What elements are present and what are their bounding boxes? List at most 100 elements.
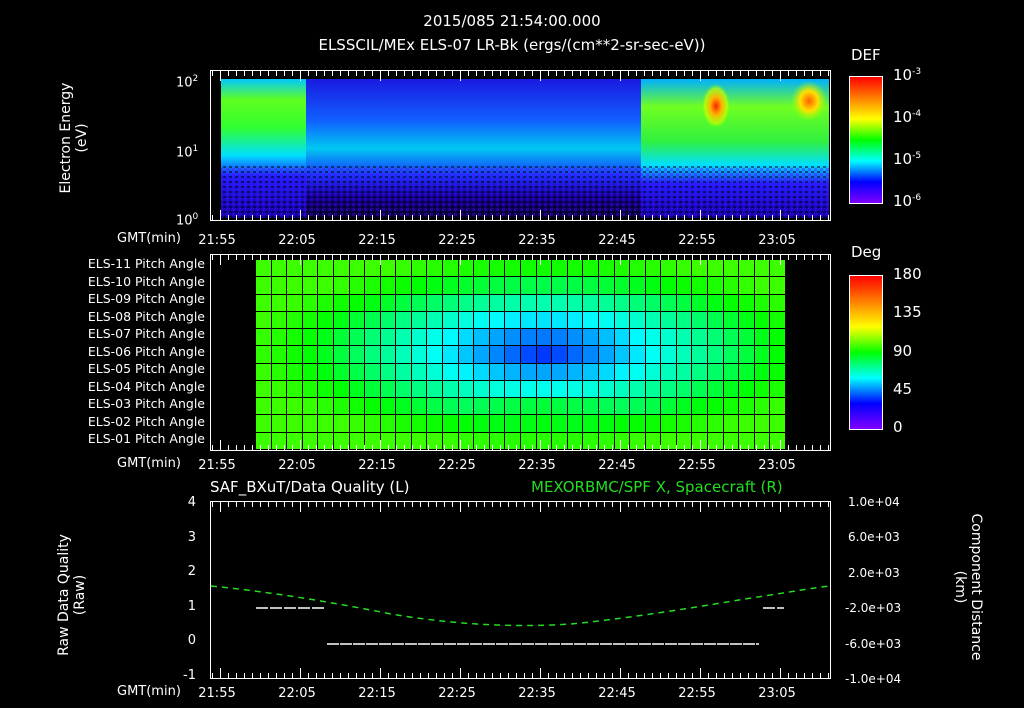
pitch-angle-cell	[582, 362, 599, 381]
time-tick-mark	[644, 673, 645, 678]
time-tick-mark	[452, 215, 453, 220]
pitch-angle-cell	[286, 345, 303, 364]
time-tick-mark	[780, 255, 781, 265]
pitch-angle-cell	[691, 397, 709, 416]
pitch-angle-cell	[255, 431, 272, 450]
time-tick-mark	[748, 255, 749, 260]
time-tick-mark	[548, 215, 549, 220]
time-tick-mark	[396, 673, 397, 678]
pitch-angle-grid	[255, 259, 786, 450]
pitch-angle-cell	[535, 293, 553, 312]
time-tick-mark	[756, 71, 757, 76]
time-tick-mark	[588, 255, 589, 260]
time-tick-mark	[516, 71, 517, 76]
time-tick-mark	[644, 71, 645, 76]
time-tick-mark	[668, 445, 669, 450]
pitch-angle-cell	[613, 397, 631, 416]
pitch-angle-cell	[504, 293, 521, 312]
pitch-angle-cell	[442, 345, 459, 364]
pitch-angle-cell	[473, 328, 490, 347]
time-tick-mark	[556, 445, 557, 450]
time-tick-mark	[252, 502, 253, 507]
pitch-angle-cell	[379, 259, 397, 278]
pitch-angle-cell	[426, 379, 444, 399]
pitch-angle-cell	[504, 362, 521, 381]
time-tick-mark	[300, 440, 301, 450]
pitch-angle-cell	[769, 345, 786, 364]
time-tick-mark	[484, 255, 485, 260]
time-tick-mark	[580, 215, 581, 220]
time-tick-mark	[380, 502, 381, 512]
pitch-angle-cell	[597, 379, 615, 399]
pitch-angle-cell	[660, 276, 677, 295]
time-tick-mark	[532, 502, 533, 507]
data-quality-axis-label: Raw Data Quality (Raw)	[56, 534, 89, 656]
pitch-angle-cell	[504, 276, 521, 295]
pitch-angle-cell	[364, 379, 381, 399]
time-tick-mark	[508, 255, 509, 260]
time-tick-label: 23:05	[758, 458, 796, 473]
time-tick-mark	[516, 502, 517, 507]
pitch-angle-cell	[364, 362, 381, 381]
time-tick-mark	[796, 502, 797, 507]
pitch-angle-cell	[535, 328, 553, 347]
pitch-angle-cell	[582, 328, 599, 347]
time-tick-mark	[420, 71, 421, 76]
time-tick-mark	[356, 673, 357, 678]
time-tick-mark	[636, 71, 637, 76]
pitch-angle-cell	[520, 259, 537, 278]
distance-ytick-label: 1.0e+04	[848, 495, 900, 509]
time-tick-mark	[804, 255, 805, 260]
time-tick-mark	[332, 673, 333, 678]
deg-tick-0: 0	[893, 418, 903, 436]
pitch-angle-cell	[410, 328, 428, 347]
pitch-angle-cell	[301, 259, 319, 278]
pitch-angle-cell	[722, 431, 740, 450]
pitch-angle-cell	[753, 293, 771, 312]
time-tick-mark	[516, 673, 517, 678]
pitch-angle-cell	[410, 414, 428, 433]
time-tick-mark	[732, 215, 733, 220]
time-tick-mark	[284, 255, 285, 260]
def-tick-1e-5: 10-5	[893, 150, 922, 168]
pitch-angle-cell	[738, 362, 755, 381]
pitch-angle-cell	[332, 414, 350, 433]
time-tick-mark	[380, 210, 381, 220]
pitch-angle-cell	[457, 379, 475, 399]
time-tick-mark	[652, 502, 653, 507]
time-tick-mark	[812, 255, 813, 260]
pitch-angle-cell	[675, 379, 693, 399]
deg-tick-180: 180	[893, 265, 922, 283]
time-tick-mark	[324, 215, 325, 220]
pitch-angle-cell	[504, 310, 521, 330]
time-tick-mark	[276, 445, 277, 450]
time-tick-mark	[564, 255, 565, 260]
time-tick-mark	[780, 668, 781, 678]
pitch-angle-cell	[613, 328, 631, 347]
time-tick-mark	[316, 445, 317, 450]
time-tick-mark	[652, 215, 653, 220]
pitch-angle-cell	[551, 276, 568, 295]
time-tick-mark	[660, 255, 661, 260]
time-tick-mark	[820, 502, 821, 507]
time-tick-mark	[804, 502, 805, 507]
pitch-angle-cell	[535, 379, 553, 399]
time-tick-mark	[724, 673, 725, 678]
pitch-angle-cell	[644, 259, 662, 278]
time-tick-mark	[612, 71, 613, 76]
time-tick-mark	[348, 445, 349, 450]
time-tick-mark	[252, 255, 253, 260]
time-tick-mark	[300, 210, 301, 220]
pitch-angle-cell	[597, 293, 615, 312]
pitch-angle-cell	[473, 379, 490, 399]
time-tick-mark	[604, 445, 605, 450]
time-tick-mark	[468, 215, 469, 220]
pitch-angle-cell	[722, 276, 740, 295]
pitch-angle-cell	[301, 276, 319, 295]
time-tick-mark	[684, 445, 685, 450]
time-tick-mark	[668, 71, 669, 76]
time-tick-mark	[436, 673, 437, 678]
time-tick-mark	[612, 502, 613, 507]
pitch-angle-cell	[488, 414, 506, 433]
pitch-angle-cell	[301, 328, 319, 347]
